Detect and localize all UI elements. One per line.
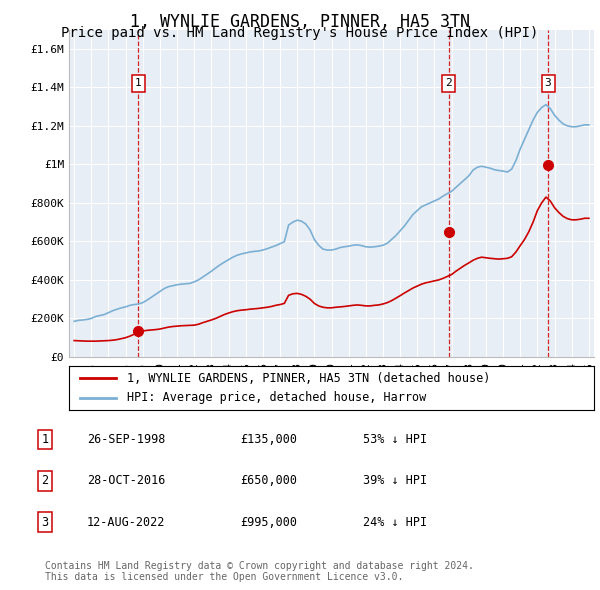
Text: 1: 1 [135,78,142,88]
Text: 2: 2 [445,78,452,88]
Text: 1: 1 [41,433,49,446]
Text: £995,000: £995,000 [240,516,297,529]
Text: 26-SEP-1998: 26-SEP-1998 [87,433,166,446]
Text: 53% ↓ HPI: 53% ↓ HPI [363,433,427,446]
Text: HPI: Average price, detached house, Harrow: HPI: Average price, detached house, Harr… [127,391,426,404]
Text: 24% ↓ HPI: 24% ↓ HPI [363,516,427,529]
Text: 12-AUG-2022: 12-AUG-2022 [87,516,166,529]
Text: 3: 3 [41,516,49,529]
Text: 28-OCT-2016: 28-OCT-2016 [87,474,166,487]
Text: 3: 3 [545,78,551,88]
Text: Price paid vs. HM Land Registry's House Price Index (HPI): Price paid vs. HM Land Registry's House … [61,26,539,40]
Text: £650,000: £650,000 [240,474,297,487]
Text: 1, WYNLIE GARDENS, PINNER, HA5 3TN (detached house): 1, WYNLIE GARDENS, PINNER, HA5 3TN (deta… [127,372,490,385]
Text: 2: 2 [41,474,49,487]
Text: Contains HM Land Registry data © Crown copyright and database right 2024.
This d: Contains HM Land Registry data © Crown c… [45,560,474,582]
Text: £135,000: £135,000 [240,433,297,446]
Text: 1, WYNLIE GARDENS, PINNER, HA5 3TN: 1, WYNLIE GARDENS, PINNER, HA5 3TN [130,13,470,31]
Text: 39% ↓ HPI: 39% ↓ HPI [363,474,427,487]
